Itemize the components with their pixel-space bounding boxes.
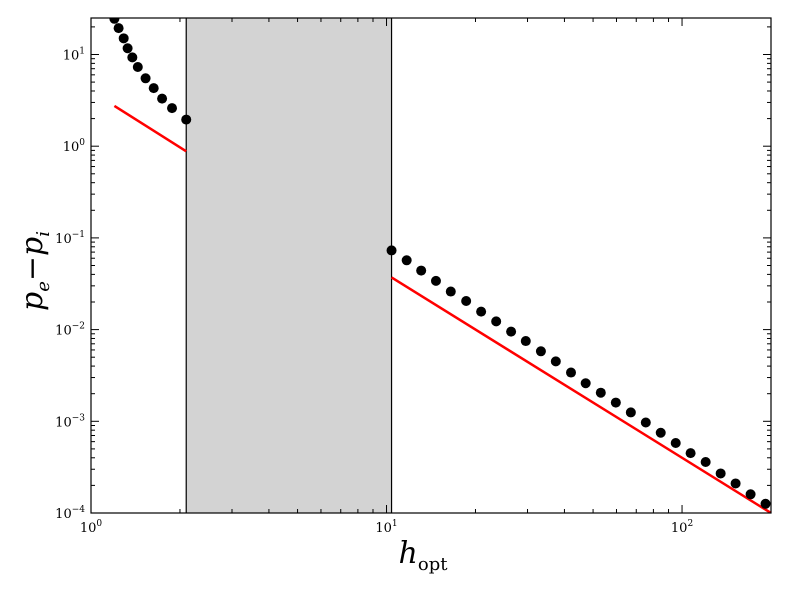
data-point-right-0 [386,245,397,256]
y-axis-title-op: − [15,256,50,281]
data-point-right-25 [760,498,771,509]
data-point-right-13 [580,378,591,389]
y-axis-title-b-sub: i [33,231,54,237]
data-point-right-16 [625,407,636,418]
data-point-right-8 [506,326,517,337]
shaded-region [186,18,392,513]
data-point-right-23 [730,478,741,489]
y-tick-label-4: 100 [63,138,86,155]
fit-line-right [390,276,771,513]
data-point-right-3 [430,275,441,286]
x-axis-title-sub: opt [418,554,448,575]
data-point-right-24 [745,489,756,500]
x-tick-label-1: 101 [375,519,397,536]
data-point-left-0 [109,18,120,24]
data-point-right-9 [520,336,531,347]
data-point-right-15 [610,397,621,408]
data-point-right-10 [535,346,546,357]
data-point-right-19 [670,437,681,448]
fit-line-left [113,104,187,153]
data-point-right-21 [700,456,711,467]
data-point-left-5 [132,62,143,73]
data-point-right-6 [476,306,487,317]
data-point-left-1 [113,23,124,34]
y-axis-title-a-sub: e [33,281,54,292]
data-point-right-20 [685,448,696,459]
data-point-left-10 [181,114,192,125]
x-tick-label-0: 100 [80,519,103,536]
y-tick-label-3: 10−1 [55,230,85,247]
data-point-left-9 [167,103,178,114]
data-point-left-2 [118,33,129,44]
y-tick-label-1: 10−3 [55,413,85,430]
data-point-left-7 [148,83,159,94]
data-point-right-2 [416,265,427,276]
plot-area [109,18,771,513]
data-point-right-5 [461,296,472,307]
y-tick-label-2: 10−2 [55,322,85,339]
data-point-right-7 [491,316,502,327]
y-axis-title-b: p [15,237,50,256]
data-point-left-4 [127,52,138,63]
data-point-right-17 [640,417,651,428]
data-point-right-1 [401,255,412,266]
y-axis-title-a: p [15,292,50,311]
y-tick-label-5: 101 [63,46,85,63]
y-axis-title: pe−pi [15,231,54,311]
data-point-right-12 [566,367,577,378]
x-axis-title: hopt [399,536,449,575]
data-point-left-3 [122,43,133,54]
x-tick-label-2: 102 [671,519,693,536]
data-point-right-14 [595,387,606,398]
data-point-left-6 [140,73,151,84]
data-point-right-18 [655,427,666,438]
data-point-right-4 [445,286,456,297]
data-point-right-22 [715,468,726,479]
y-tick-label-0: 10−4 [55,505,85,522]
x-axis-title-base: h [399,536,418,571]
data-point-right-11 [550,356,561,367]
data-point-left-8 [157,93,168,104]
